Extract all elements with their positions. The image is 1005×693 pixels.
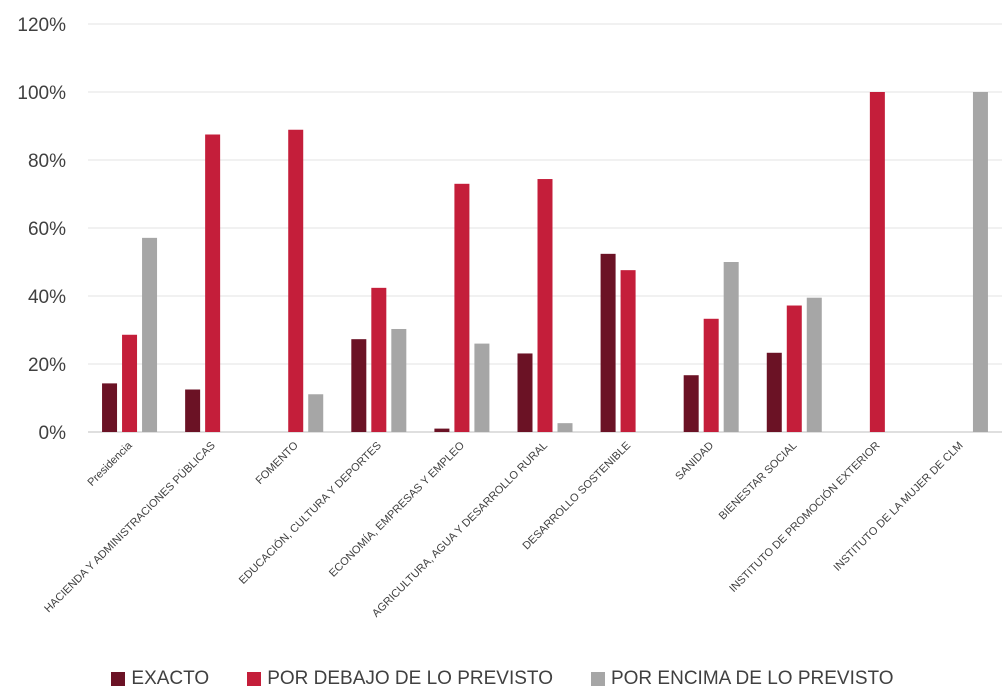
x-tick-label: SANIDAD bbox=[673, 440, 716, 483]
bar-exacto bbox=[766, 352, 782, 432]
legend-item: EXACTO bbox=[111, 668, 209, 690]
legend-label: EXACTO bbox=[131, 668, 210, 689]
bar-por-debajo-de-lo-previsto bbox=[869, 92, 885, 432]
x-tick-label: AGRICULTURA, AGUA Y DESARROLLO RURAL bbox=[370, 440, 550, 620]
bar-por-encima-de-lo-previsto bbox=[723, 262, 739, 432]
x-tick-label: BIENESTAR SOCIAL bbox=[717, 440, 800, 523]
bar-exacto bbox=[102, 383, 118, 432]
bars bbox=[102, 92, 988, 433]
bar-por-encima-de-lo-previsto bbox=[972, 92, 988, 432]
legend-item: POR DEBAJO DE LO PREVISTO bbox=[247, 668, 553, 690]
legend-item: POR ENCIMA DE LO PREVISTO bbox=[590, 668, 894, 690]
y-axis-ticks: 0% 20% 40% 60% 80% 100% 120% bbox=[17, 15, 66, 444]
bar-exacto bbox=[434, 428, 450, 432]
y-tick-label: 20% bbox=[28, 355, 66, 376]
bar-por-debajo-de-lo-previsto bbox=[122, 334, 138, 432]
legend-swatch bbox=[111, 672, 126, 686]
y-tick-label: 0% bbox=[39, 423, 67, 444]
x-tick-label: HACIENDA Y ADMINISTRACIONES PÚBLICAS bbox=[42, 439, 218, 615]
bar-por-debajo-de-lo-previsto bbox=[371, 287, 387, 432]
bar-exacto bbox=[351, 339, 367, 432]
bar-exacto bbox=[185, 389, 201, 432]
bar-por-encima-de-lo-previsto bbox=[142, 237, 158, 432]
bar-exacto bbox=[683, 375, 699, 432]
legend-label: POR ENCIMA DE LO PREVISTO bbox=[610, 668, 894, 689]
bar-por-debajo-de-lo-previsto bbox=[454, 183, 470, 432]
legend-swatch bbox=[247, 672, 262, 686]
bar-por-debajo-de-lo-previsto bbox=[620, 270, 636, 432]
y-tick-label: 120% bbox=[17, 15, 66, 36]
bar-por-encima-de-lo-previsto bbox=[806, 297, 822, 432]
bar-exacto bbox=[517, 353, 533, 432]
bar-por-debajo-de-lo-previsto bbox=[205, 134, 221, 432]
x-tick-label: Presidencia bbox=[86, 439, 136, 489]
x-tick-label: EDUCACIÓN, CULTURA Y DEPORTES bbox=[236, 439, 384, 587]
bar-por-debajo-de-lo-previsto bbox=[288, 129, 304, 433]
x-tick-label: ECONOMÍA, EMPRESAS Y EMPLEO bbox=[326, 439, 467, 580]
x-tick-label: FOMENTO bbox=[254, 439, 302, 487]
legend: EXACTO POR DEBAJO DE LO PREVISTO POR ENCIM… bbox=[0, 668, 1005, 690]
bar-por-encima-de-lo-previsto bbox=[557, 423, 573, 432]
bar-por-encima-de-lo-previsto bbox=[391, 328, 407, 432]
y-tick-label: 100% bbox=[17, 83, 66, 104]
x-tick-label: INSTITUTO DE PROMOCIÓN EXTERIOR bbox=[727, 439, 883, 595]
x-tick-label: INSTITUTO DE LA MUJER DE CLM bbox=[831, 440, 965, 574]
bar-por-debajo-de-lo-previsto bbox=[703, 318, 719, 432]
bar-chart: 0% 20% 40% 60% 80% 100% 120% PresidenciaHACIEN… bbox=[17, 15, 1002, 620]
bar-por-debajo-de-lo-previsto bbox=[786, 305, 802, 432]
y-tick-label: 60% bbox=[28, 219, 66, 240]
bar-exacto bbox=[600, 253, 616, 432]
y-tick-label: 40% bbox=[28, 287, 66, 308]
y-tick-label: 80% bbox=[28, 151, 66, 172]
bar-por-encima-de-lo-previsto bbox=[474, 343, 490, 432]
legend-swatch bbox=[590, 672, 605, 686]
legend-label: POR DEBAJO DE LO PREVISTO bbox=[267, 668, 553, 689]
bar-por-encima-de-lo-previsto bbox=[308, 394, 324, 432]
bar-por-debajo-de-lo-previsto bbox=[537, 179, 553, 432]
